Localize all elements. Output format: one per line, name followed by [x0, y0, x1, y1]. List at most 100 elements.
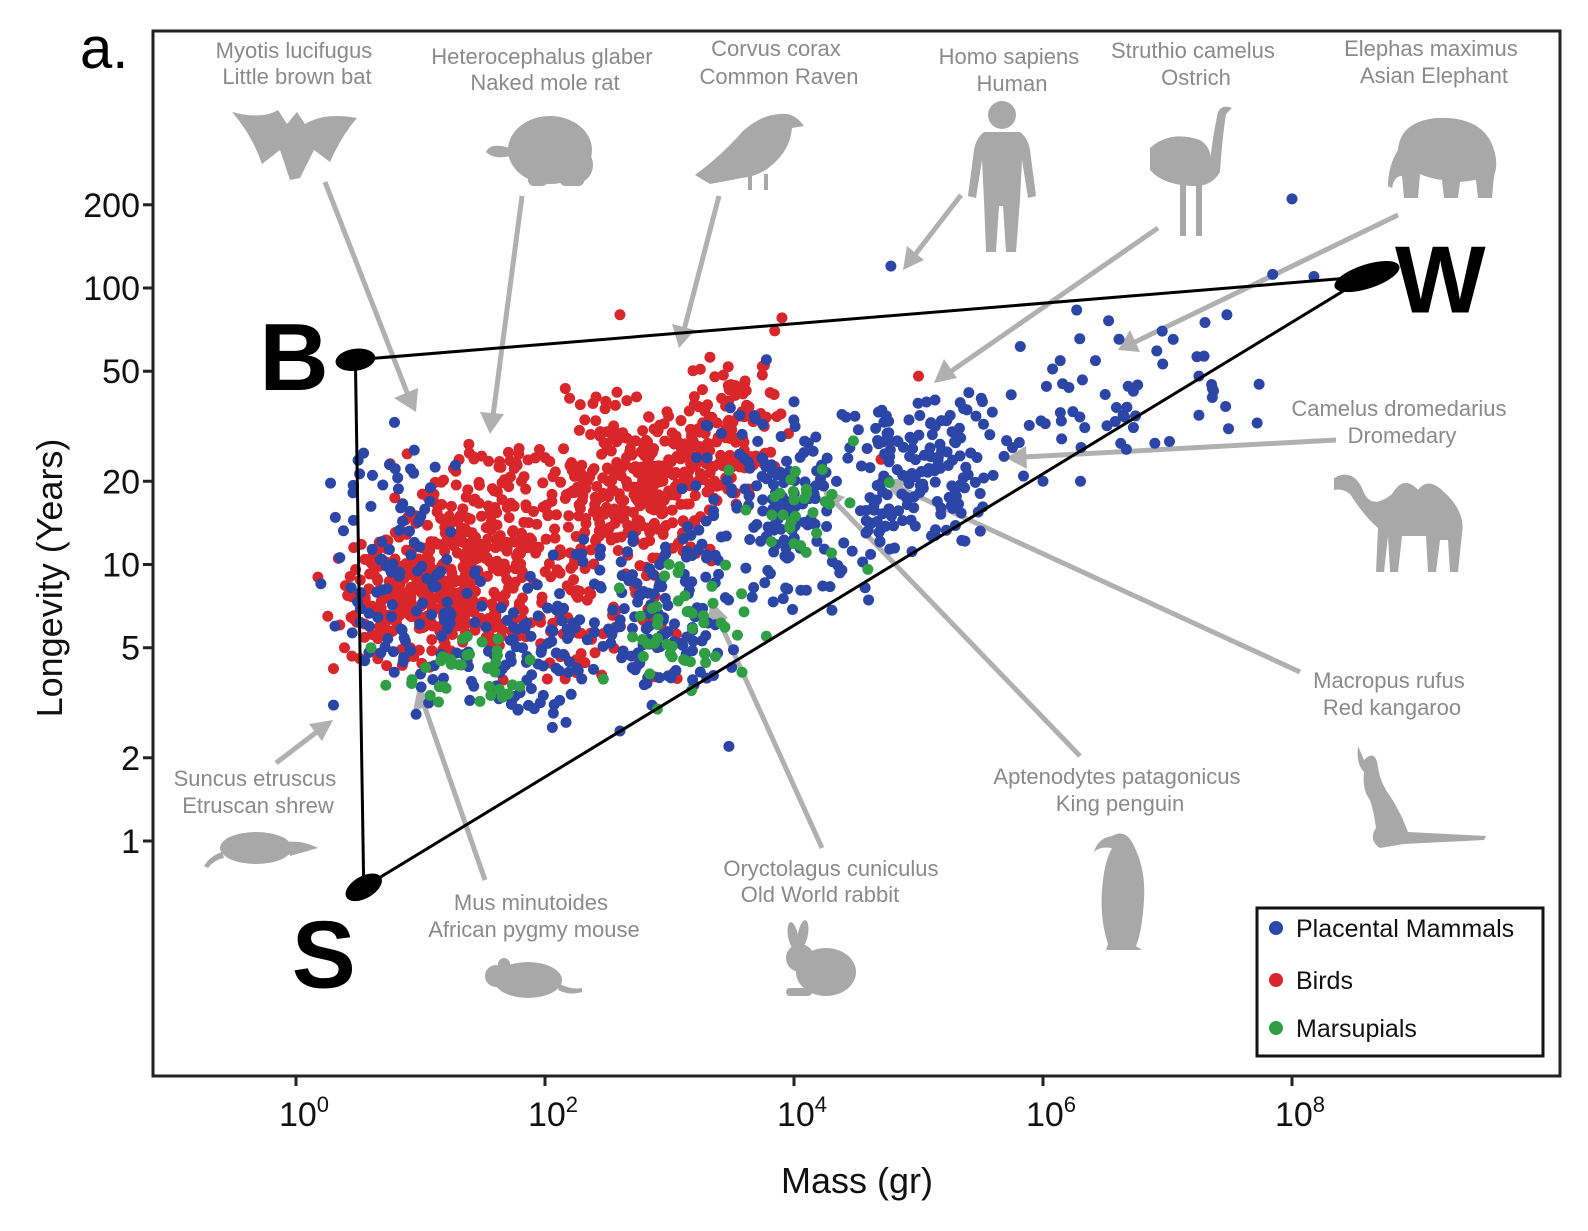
point-birds: [503, 582, 515, 594]
mole-rat-label: Heterocephalus glaber Naked mole rat: [431, 44, 659, 95]
point-placental-mammals: [1121, 401, 1133, 413]
human-arrow: [903, 193, 963, 270]
point-placental-mammals: [587, 663, 599, 675]
point-birds: [676, 444, 688, 456]
point-birds: [573, 424, 585, 436]
point-placental-mammals: [789, 420, 801, 432]
point-birds: [561, 580, 573, 592]
point-birds: [704, 351, 716, 363]
point-marsupials: [698, 647, 710, 659]
point-marsupials: [723, 464, 735, 476]
y-tick-label: 5: [121, 630, 140, 668]
point-placental-mammals: [715, 427, 727, 439]
point-placental-mammals: [767, 596, 779, 608]
point-birds: [486, 505, 498, 517]
point-placental-mammals: [757, 505, 769, 517]
point-placental-mammals: [788, 396, 800, 408]
legend-marker-placental: [1269, 921, 1283, 935]
point-marsupials: [785, 474, 797, 486]
point-marsupials: [456, 633, 468, 645]
point-placental-mammals: [708, 493, 720, 505]
point-placental-mammals: [924, 418, 936, 430]
point-placental-mammals: [762, 564, 774, 576]
point-birds: [494, 456, 506, 468]
point-birds: [562, 521, 574, 533]
point-placental-mammals: [781, 552, 793, 564]
point-placental-mammals: [377, 479, 389, 491]
penguin-label: Aptenodytes patagonicus King penguin: [993, 764, 1246, 816]
point-marsupials: [823, 498, 835, 510]
point-placental-mammals: [337, 525, 349, 537]
kangaroo-label: Macropus rufus Red kangaroo: [1313, 668, 1471, 720]
point-placental-mammals: [814, 473, 826, 485]
point-birds: [624, 442, 636, 454]
point-placental-mammals: [700, 630, 712, 642]
point-placental-mammals: [443, 606, 455, 618]
point-marsupials: [785, 515, 797, 527]
point-birds: [467, 451, 479, 463]
point-placental-mammals: [563, 656, 575, 668]
point-birds: [464, 513, 476, 525]
point-placental-mammals: [953, 422, 965, 434]
point-birds: [457, 573, 469, 585]
point-placental-mammals: [1014, 340, 1026, 352]
point-placental-mammals: [879, 520, 891, 532]
point-placental-mammals: [879, 448, 891, 460]
point-placental-mammals: [476, 600, 488, 612]
point-marsupials: [663, 558, 675, 570]
point-placental-mammals: [849, 410, 861, 422]
point-placental-mammals: [389, 463, 401, 475]
point-marsupials: [483, 680, 495, 692]
vertex-marker-s: [345, 873, 382, 902]
point-birds: [658, 523, 670, 535]
point-birds: [518, 516, 530, 528]
point-birds: [771, 411, 783, 423]
point-placental-mammals: [1074, 411, 1086, 423]
camel-label: Camelus dromedarius Dromedary: [1291, 396, 1512, 448]
point-marsupials: [736, 666, 748, 678]
point-birds: [764, 387, 776, 399]
point-placental-mammals: [907, 443, 919, 455]
point-placental-mammals: [507, 607, 519, 619]
point-placental-mammals: [1055, 415, 1067, 427]
point-placental-mammals: [427, 673, 439, 685]
point-placental-mammals: [748, 410, 760, 422]
point-placental-mammals: [629, 664, 641, 676]
x-axis-ticks: 100 102 104 106 108: [279, 1076, 1325, 1134]
point-birds: [643, 445, 655, 457]
point-placental-mammals: [532, 610, 544, 622]
point-birds: [549, 523, 561, 535]
point-placental-mammals: [570, 548, 582, 560]
point-placental-mammals: [1193, 409, 1205, 421]
point-birds: [642, 454, 654, 466]
point-birds: [510, 536, 522, 548]
point-birds: [322, 610, 334, 622]
point-marsupials: [474, 695, 486, 707]
point-birds: [590, 496, 602, 508]
point-birds: [475, 510, 487, 522]
point-placental-mammals: [411, 605, 423, 617]
ostrich-arrow: [934, 225, 1160, 383]
legend-box: [1255, 906, 1545, 1058]
point-marsupials: [816, 463, 828, 475]
point-birds: [411, 579, 423, 591]
point-placental-mammals: [861, 443, 873, 455]
point-placental-mammals: [953, 498, 965, 510]
vertex-marker-w: [1334, 261, 1400, 293]
point-placental-mammals: [536, 643, 548, 655]
point-marsupials: [648, 637, 660, 649]
point-placental-mammals: [408, 536, 420, 548]
point-marsupials: [613, 582, 625, 594]
legend: Placental Mammals Birds Marsupials: [1255, 906, 1545, 1058]
point-placental-mammals: [397, 656, 409, 668]
point-placental-mammals: [810, 431, 822, 443]
point-birds: [555, 476, 567, 488]
point-birds: [520, 483, 532, 495]
point-birds: [670, 430, 682, 442]
x-tick-label: 104: [777, 1092, 827, 1134]
point-placental-mammals: [1149, 437, 1161, 449]
point-placental-mammals: [1251, 417, 1263, 429]
point-birds: [522, 454, 534, 466]
point-marsupials: [769, 490, 781, 502]
point-birds: [540, 533, 552, 545]
